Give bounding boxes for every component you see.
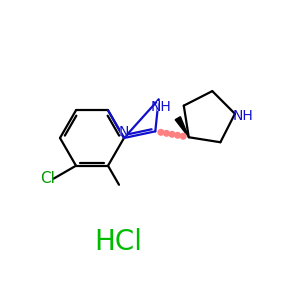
Text: HCl: HCl xyxy=(94,228,142,256)
Circle shape xyxy=(175,133,180,138)
Text: N: N xyxy=(119,125,129,139)
Text: N: N xyxy=(147,100,175,113)
Circle shape xyxy=(180,134,186,139)
Circle shape xyxy=(164,130,169,136)
Text: N: N xyxy=(110,125,138,139)
Circle shape xyxy=(158,130,164,135)
Polygon shape xyxy=(175,117,189,137)
Text: Cl: Cl xyxy=(40,171,55,186)
Text: NH: NH xyxy=(150,100,171,113)
Circle shape xyxy=(169,131,175,137)
Text: NH: NH xyxy=(232,109,253,123)
